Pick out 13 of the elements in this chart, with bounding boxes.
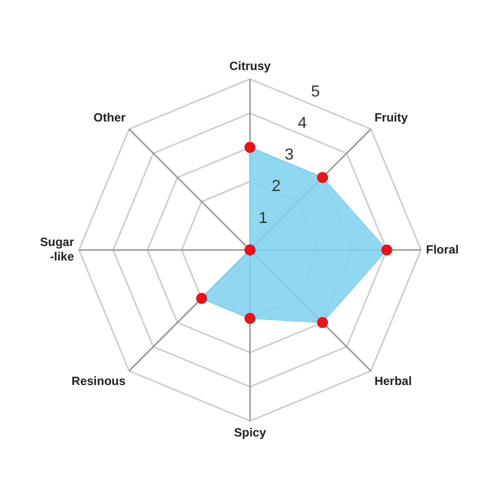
y-tick-label: 5	[310, 83, 320, 100]
spoke-label: Spicy	[234, 426, 266, 440]
spoke-label: Fruity	[374, 110, 408, 125]
spoke-label: Other	[94, 110, 126, 125]
spoke-label: Herbal	[374, 374, 412, 388]
y-tick-label: 4	[298, 115, 307, 132]
spoke-label: Citrusy	[229, 59, 271, 74]
y-tick-label: 1	[258, 210, 268, 227]
y-tick-label: 3	[284, 146, 294, 164]
spoke-label: Floral	[426, 242, 459, 256]
y-tick-label: 2	[272, 178, 281, 196]
spoke-label: Resinous	[72, 374, 126, 388]
spoke-label: Sugar -like	[40, 235, 74, 264]
